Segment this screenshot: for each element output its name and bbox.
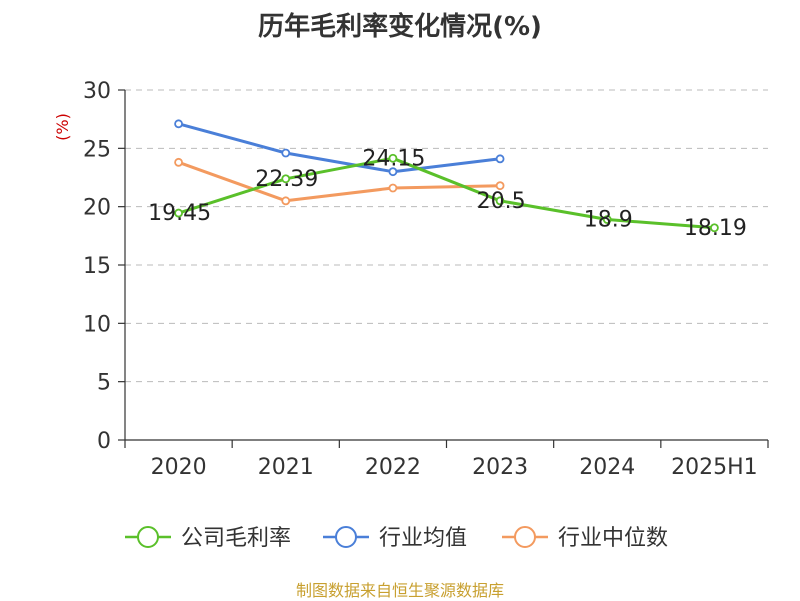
data-label-1: 22.39 — [255, 167, 318, 192]
source-note: 制图数据来自恒生聚源数据库 — [295, 581, 504, 600]
x-tick-label-2023: 2023 — [472, 455, 528, 480]
data-point-2-0[interactable] — [174, 157, 183, 167]
legend-swatch-marker-1 — [335, 526, 357, 548]
data-point-0-5[interactable] — [710, 223, 719, 233]
series-points — [174, 119, 719, 233]
data-point-1-2[interactable] — [388, 167, 398, 177]
series-lines — [177, 122, 716, 230]
chart-title: 历年毛利率变化情况(%) — [258, 12, 542, 42]
y-tick-label-20: 20 — [83, 196, 111, 221]
data-label-3: 20.5 — [477, 189, 526, 214]
data-label-5: 18.19 — [684, 216, 747, 241]
y-tick-label-25: 25 — [83, 137, 111, 162]
legend-swatch-marker-2 — [514, 526, 536, 548]
data-labels: 19.45 22.39 24.15 20.5 18.9 18.19 — [148, 146, 747, 241]
data-point-0-0[interactable] — [174, 208, 183, 218]
data-label-4: 18.9 — [584, 208, 633, 233]
x-tick-label-2024: 2024 — [579, 455, 635, 480]
y-tick-label-30: 30 — [83, 79, 111, 104]
legend-label-2: 行业中位数 — [558, 526, 668, 551]
data-point-1-0[interactable] — [174, 119, 183, 129]
x-tick-label-2021: 2021 — [258, 455, 314, 480]
legend-label-0: 公司毛利率 — [181, 526, 291, 551]
data-point-2-3[interactable] — [495, 181, 505, 191]
data-point-1-1[interactable] — [281, 148, 291, 158]
x-tick-label-2020: 2020 — [151, 455, 207, 480]
y-tick-label-0: 0 — [97, 429, 111, 454]
grid-lines — [125, 89, 768, 383]
series-line-1 — [177, 122, 502, 174]
data-label-2: 24.15 — [362, 146, 425, 171]
data-point-0-2[interactable] — [388, 153, 398, 163]
legend-label-1: 行业均值 — [379, 526, 467, 551]
data-point-1-3[interactable] — [495, 154, 505, 164]
x-tick-label-2025H1: 2025H1 — [671, 455, 758, 480]
y-tick-label-15: 15 — [83, 254, 111, 279]
axes: 0 5 10 15 20 25 30 2020 2021 2022 2023 2024 2025H1 — [83, 79, 769, 480]
y-tick-label-10: 10 — [83, 312, 111, 337]
legend[interactable]: 公司毛利率 行业均值 行业中位数 — [125, 526, 668, 551]
data-point-2-1[interactable] — [281, 196, 291, 206]
series-line-0 — [177, 156, 716, 230]
x-tick-label-2022: 2022 — [365, 455, 421, 480]
y-axis-label: (%) — [53, 113, 72, 141]
legend-item-2[interactable]: 行业中位数 — [502, 526, 668, 551]
series-line-2 — [177, 160, 502, 203]
legend-item-1[interactable]: 行业均值 — [323, 526, 467, 551]
data-point-0-1[interactable] — [281, 174, 291, 184]
y-tick-label-5: 5 — [97, 371, 111, 396]
data-point-0-4[interactable] — [602, 215, 612, 224]
data-point-2-2[interactable] — [388, 183, 398, 193]
data-point-0-3[interactable] — [495, 196, 505, 206]
legend-swatch-marker-0 — [137, 526, 159, 548]
legend-item-0[interactable]: 公司毛利率 — [125, 526, 291, 551]
data-label-0: 19.45 — [148, 201, 211, 226]
